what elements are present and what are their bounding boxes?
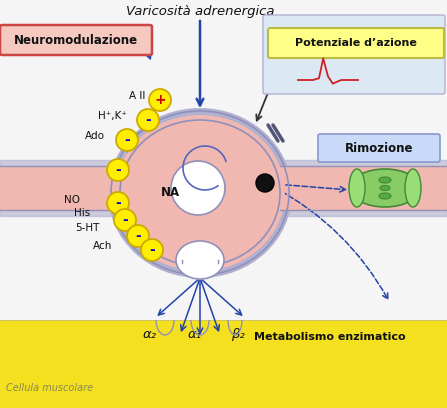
Circle shape — [171, 161, 225, 215]
Circle shape — [141, 239, 163, 261]
FancyBboxPatch shape — [263, 15, 445, 94]
Ellipse shape — [176, 241, 224, 279]
Text: -: - — [122, 213, 128, 227]
Text: Ado: Ado — [85, 131, 105, 141]
FancyBboxPatch shape — [318, 134, 440, 162]
Text: Metabolismo enzimatico: Metabolismo enzimatico — [254, 332, 406, 342]
Text: -: - — [145, 113, 151, 127]
Text: -: - — [124, 133, 130, 147]
Text: 2+: 2+ — [230, 144, 244, 153]
Text: H⁺,K⁺: H⁺,K⁺ — [97, 111, 127, 121]
FancyBboxPatch shape — [268, 28, 444, 58]
Text: Rimozione: Rimozione — [345, 142, 413, 155]
Ellipse shape — [108, 108, 292, 278]
Circle shape — [256, 174, 274, 192]
Text: -: - — [149, 243, 155, 257]
Ellipse shape — [405, 169, 421, 207]
Ellipse shape — [115, 115, 285, 271]
Circle shape — [114, 209, 136, 231]
Text: -: - — [115, 196, 121, 210]
Text: +: + — [154, 93, 166, 107]
Ellipse shape — [350, 169, 420, 207]
Ellipse shape — [379, 193, 391, 199]
Ellipse shape — [380, 186, 390, 191]
Text: β₂: β₂ — [231, 328, 245, 341]
FancyBboxPatch shape — [0, 25, 152, 55]
Text: 2+: 2+ — [290, 31, 302, 40]
Ellipse shape — [349, 169, 365, 207]
Circle shape — [107, 192, 129, 214]
Circle shape — [149, 89, 171, 111]
Text: 5-HT: 5-HT — [75, 223, 99, 233]
Text: ↑Ca: ↑Ca — [218, 148, 243, 158]
Text: NO: NO — [64, 195, 80, 205]
Circle shape — [137, 109, 159, 131]
Text: α₁: α₁ — [188, 328, 202, 341]
Text: A II: A II — [129, 91, 145, 101]
Text: Ach: Ach — [93, 241, 113, 251]
Text: Potenziale d’azione: Potenziale d’azione — [295, 38, 417, 48]
Text: Varicosità adrenergica: Varicosità adrenergica — [126, 5, 274, 18]
Text: His: His — [74, 208, 90, 218]
Circle shape — [116, 129, 138, 151]
Text: Cellula muscolare: Cellula muscolare — [6, 383, 93, 393]
Text: α₂: α₂ — [143, 328, 157, 341]
Circle shape — [107, 159, 129, 181]
Text: -: - — [115, 163, 121, 177]
Ellipse shape — [379, 177, 391, 183]
Text: Ca: Ca — [272, 33, 287, 47]
Bar — [0, 320, 447, 408]
Text: -: - — [135, 229, 141, 243]
Text: NA: NA — [160, 186, 180, 200]
Text: Neuromodulazione: Neuromodulazione — [14, 33, 138, 47]
Circle shape — [127, 225, 149, 247]
